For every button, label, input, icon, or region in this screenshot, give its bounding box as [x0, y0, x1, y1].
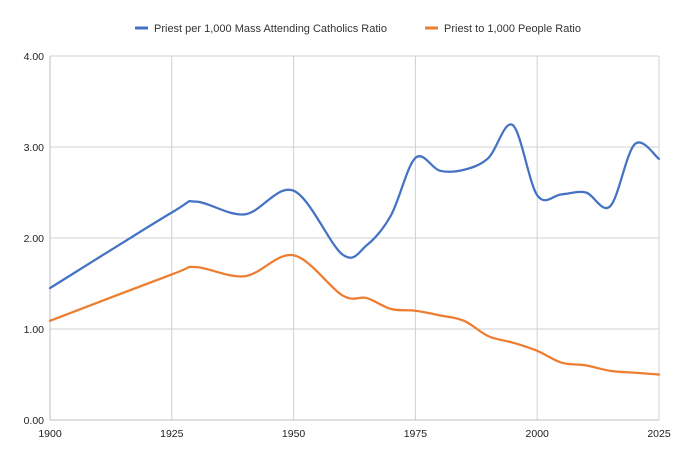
axes — [49, 56, 659, 421]
series-line-priest-mass — [48, 123, 661, 290]
gridlines — [49, 55, 660, 421]
x-tick-label: 2000 — [526, 428, 550, 440]
y-tick-label: 4.00 — [24, 51, 45, 63]
tick-labels: 0.00 1.00 2.00 3.00 4.00 1900 1925 1950 1975 2000… — [24, 51, 671, 440]
x-tick-label: 1975 — [404, 428, 428, 440]
y-tick-label: 3.00 — [24, 142, 45, 154]
x-tick-label: 1950 — [282, 428, 306, 440]
series-layer — [48, 123, 661, 376]
x-tick-label: 2025 — [647, 428, 671, 440]
legend-label-priest-people: Priest to 1,000 People Ratio — [444, 23, 581, 35]
y-tick-label: 1.00 — [24, 324, 45, 336]
series-line-priest-people — [48, 254, 661, 376]
y-tick-label: 0.00 — [24, 415, 45, 427]
legend: Priest per 1,000 Mass Attending Catholic… — [135, 23, 581, 35]
y-tick-label: 2.00 — [24, 233, 45, 245]
legend-label-priest-mass: Priest per 1,000 Mass Attending Catholic… — [154, 23, 387, 35]
x-tick-label: 1925 — [160, 428, 184, 440]
x-tick-label: 1900 — [38, 428, 62, 440]
